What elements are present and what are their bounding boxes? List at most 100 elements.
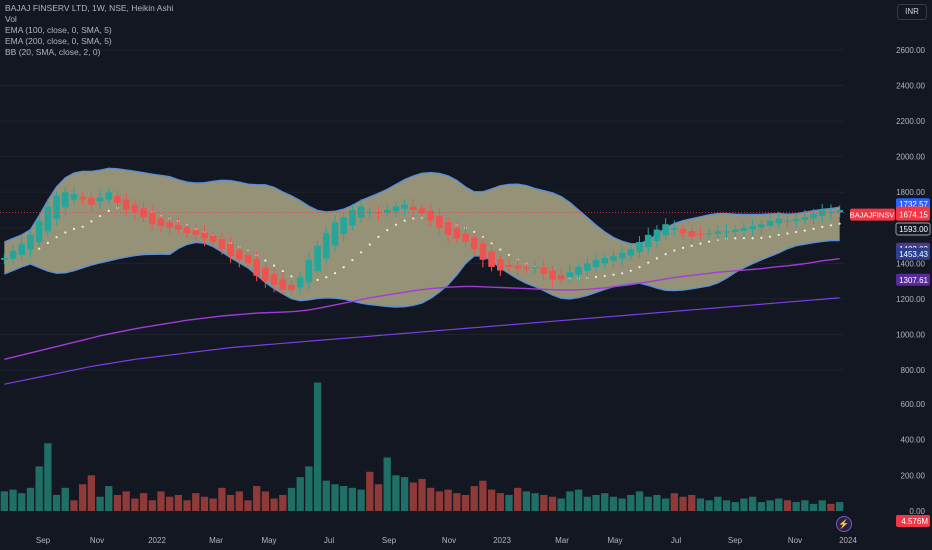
candle-body [253,259,260,276]
candle-body [810,213,817,219]
volume-bar [427,487,435,511]
candle-body [792,218,800,221]
ma-dot [316,278,319,281]
candle-body [705,233,713,235]
volume-bar [679,496,687,511]
ma-dot [46,241,49,244]
candle-body [418,208,426,214]
volume-bar [148,500,156,511]
volume-bar [583,496,591,511]
lightning-icon[interactable]: ⚡ [836,516,852,532]
volume-bar [122,491,130,511]
candle-body [784,220,791,222]
candle-body [514,265,522,269]
ma-dot [90,220,93,223]
price-label-text: 1453.43 [899,250,928,259]
candle-body [392,206,400,212]
volume-bar [574,489,583,511]
bb-lower-line [4,239,840,308]
ma-dot [342,266,345,269]
candle-body [401,204,408,209]
candle-body [270,274,278,285]
candle-body [296,277,304,288]
candle-body [610,256,617,261]
volume-bar [627,494,635,511]
ma-dot [690,244,693,247]
volume-bar [26,487,35,511]
volume-bar [461,494,470,511]
ma-dot [359,251,363,254]
candle-body [218,238,226,250]
price-axis[interactable]: 2600.002400.002200.002000.001800.001600.… [896,46,925,516]
candle-body [749,226,756,230]
volume-bar [792,502,800,511]
volume-bar [61,487,69,511]
ma-dot [742,236,746,240]
volume-bar [531,493,539,511]
candle-body [618,252,626,259]
price-label: 1453.43 [896,247,930,260]
ema-lines [4,258,840,385]
legend-ema200[interactable]: EMA (200, close, 0, SMA, 5) [5,36,112,46]
candle-body [140,208,147,218]
legend-title[interactable]: BAJAJ FINSERV LTD, 1W, NSE, Heikin Ashi [5,3,174,13]
legend-bb[interactable]: BB (20, SMA, close, 2, 0) [5,47,101,57]
currency-button[interactable]: INR [897,4,927,20]
volume-bar [766,500,774,511]
volume-bar [722,500,731,511]
ma-dot [803,229,806,232]
time-axis[interactable]: Sep Nov 2022 Mar May Jul Sep Nov 2023 Mar May Jul Se… [36,536,858,545]
time-tick: Sep [382,536,397,545]
candle-body [723,231,730,233]
volume-bar [601,493,609,511]
ma-dot [281,270,284,273]
candle-body [575,266,582,275]
ma-dot [795,230,798,234]
volume-bar [374,484,383,511]
volume-bar [113,494,122,511]
legend-vol[interactable]: Vol [5,14,17,24]
legend-ema100[interactable]: EMA (100, close, 0, SMA, 5) [5,25,112,35]
candle-body [349,210,356,226]
volume-bar [444,489,452,511]
price-tick: 2400.00 [896,82,925,91]
volume-bar [87,475,96,511]
time-tick: Mar [209,536,223,545]
candle-body [636,242,643,253]
volume-bar [18,493,26,511]
candle-body [340,217,347,235]
candle-body [175,225,182,230]
candle-body [549,270,556,280]
candle-body [766,220,774,226]
candle-body [679,228,687,234]
candle-body [775,218,783,224]
ma-dot [490,242,493,245]
price-label: 1307.61 [896,273,930,286]
price-label-bg [896,208,930,221]
ma-dot [394,223,397,226]
candle-body [192,230,200,235]
volume-bar [740,498,748,511]
candle-body [671,227,678,230]
candles [0,186,844,296]
candle-body [566,272,574,278]
price-tick: 2000.00 [896,153,925,162]
volume-bar [496,493,504,511]
candle-body [9,250,17,259]
volume-bar [714,496,722,511]
candle-body [131,204,139,212]
candle-body [462,233,469,242]
ma-dot [272,264,276,267]
ma-dot [638,265,641,269]
price-label: 1593.00 [895,222,931,236]
volume-bar [505,494,513,511]
price-tick: 1000.00 [896,330,925,339]
ma-dot [325,276,328,279]
volume-bar [661,498,670,511]
volume-bar [705,500,713,511]
symbol-tag: BAJAJFINSV [850,211,895,220]
price-tick: 1800.00 [896,188,925,197]
volume-bar [253,486,261,511]
ma-dot [655,257,659,260]
